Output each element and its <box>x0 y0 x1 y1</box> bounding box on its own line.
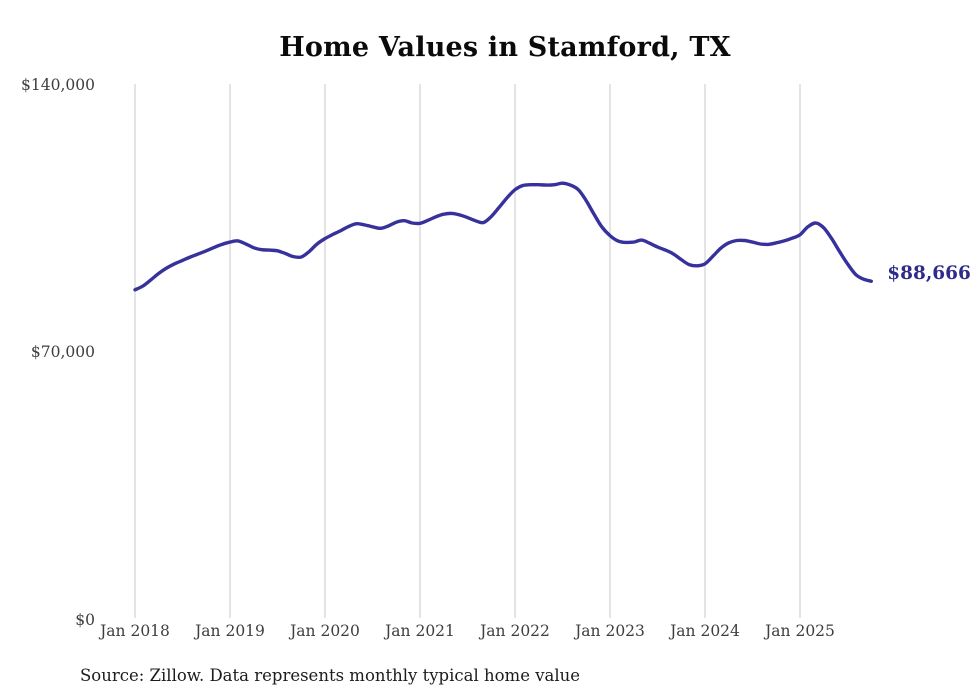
source-note: Source: Zillow. Data represents monthly … <box>80 666 581 685</box>
x-tick-label: Jan 2018 <box>100 622 170 640</box>
y-tick-label: $140,000 <box>21 75 95 94</box>
x-tick-label: Jan 2024 <box>670 622 740 640</box>
x-tick-label: Jan 2019 <box>195 622 265 640</box>
x-tick-label: Jan 2022 <box>480 622 550 640</box>
x-tick-label: Jan 2020 <box>290 622 360 640</box>
current-value-label: $88,666 <box>887 263 971 285</box>
y-tick-label: $70,000 <box>30 343 95 361</box>
vertical-gridlines-group <box>134 84 801 618</box>
y-tick-label: $0 <box>75 610 95 629</box>
chart-title: Home Values in Stamford, TX <box>279 32 731 63</box>
x-tick-label: Jan 2025 <box>765 622 835 640</box>
x-tick-label: Jan 2023 <box>575 622 645 640</box>
x-tick-label: Jan 2021 <box>385 622 455 640</box>
home-value-line <box>133 181 873 292</box>
